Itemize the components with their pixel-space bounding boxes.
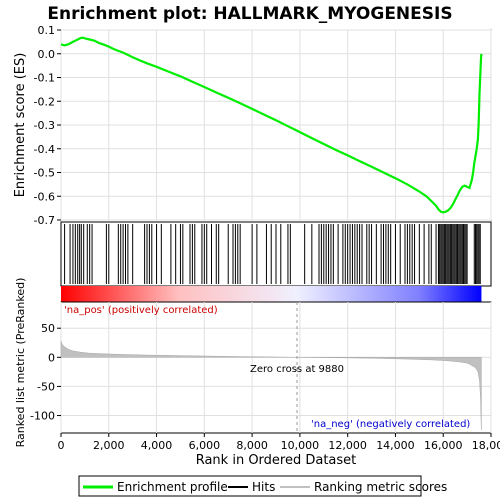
es-y-axis-label: Enrichment score (ES): [13, 53, 28, 198]
x-axis-ticks: 0 2,000 4,000 6,000 8,000 10,000 12,000 14,000 1…: [58, 433, 500, 452]
metric-y-tick-label: -50: [37, 380, 55, 393]
es-panel: 0.1 0.0 -0.1 -0.2 -0.3 -0.4 -0.5 -0.6 -0.7: [34, 24, 492, 227]
hits-panel: [60, 221, 492, 287]
es-y-tick-label: 0.0: [38, 48, 56, 61]
metric-y-tick-label: 0: [48, 351, 55, 364]
enrichment-profile-line: [60, 36, 483, 214]
metric-y-tick-label: 50: [41, 322, 55, 335]
rank-color-bar: [61, 286, 482, 302]
es-grid: [60, 29, 492, 221]
metric-panel: 50 0 -50 -100 0 2,000 4,000 6,000 8,000 10,000 12…: [30, 301, 500, 452]
es-y-tick-label: -0.3: [34, 119, 55, 132]
es-y-tick-label: -0.5: [34, 167, 55, 180]
x-tick-label: 18,000: [472, 439, 500, 452]
negative-correlation-label: 'na_neg' (negatively correlated): [311, 419, 470, 430]
es-y-tick-label: -0.4: [34, 143, 55, 156]
hits-marks: [64, 224, 481, 284]
metric-y-axis-label: Ranked list metric (PreRanked): [14, 278, 27, 448]
x-tick-label: 16,000: [424, 439, 463, 452]
x-tick-label: 14,000: [376, 439, 415, 452]
x-tick-label: 8,000: [236, 439, 268, 452]
metric-y-tick-label: -100: [30, 410, 55, 423]
legend: Enrichment profile Hits Ranking metric s…: [78, 475, 447, 497]
x-tick-label: 10,000: [281, 439, 320, 452]
chart-title: Enrichment plot: HALLMARK_MYOGENESIS: [47, 4, 452, 24]
x-tick-label: 12,000: [328, 439, 367, 452]
es-y-tick-label: -0.1: [34, 72, 55, 85]
es-y-tick-label: -0.6: [34, 190, 55, 203]
ranking-metric-area: [60, 340, 482, 431]
positive-correlation-label: 'na_pos' (positively correlated): [64, 305, 218, 316]
legend-box: [78, 475, 422, 497]
legend-label-hits: Hits: [252, 480, 275, 494]
es-y-ticks: 0.1 0.0 -0.1 -0.2 -0.3 -0.4 -0.5 -0.6 -0.7: [34, 24, 61, 227]
x-axis-label: Rank in Ordered Dataset: [196, 453, 357, 468]
metric-y-ticks: 50 0 -50 -100: [30, 322, 61, 423]
x-tick-label: 6,000: [189, 439, 221, 452]
x-tick-label: 0: [58, 439, 65, 452]
x-tick-label: 4,000: [141, 439, 173, 452]
legend-label-enrichment: Enrichment profile: [117, 480, 228, 494]
es-y-tick-label: 0.1: [38, 24, 56, 37]
legend-label-metric: Ranking metric scores: [314, 480, 447, 494]
es-y-tick-label: -0.2: [34, 95, 55, 108]
zero-cross-label: Zero cross at 9880: [250, 364, 344, 375]
x-tick-label: 2,000: [93, 439, 125, 452]
es-y-tick-label: -0.7: [34, 214, 55, 227]
